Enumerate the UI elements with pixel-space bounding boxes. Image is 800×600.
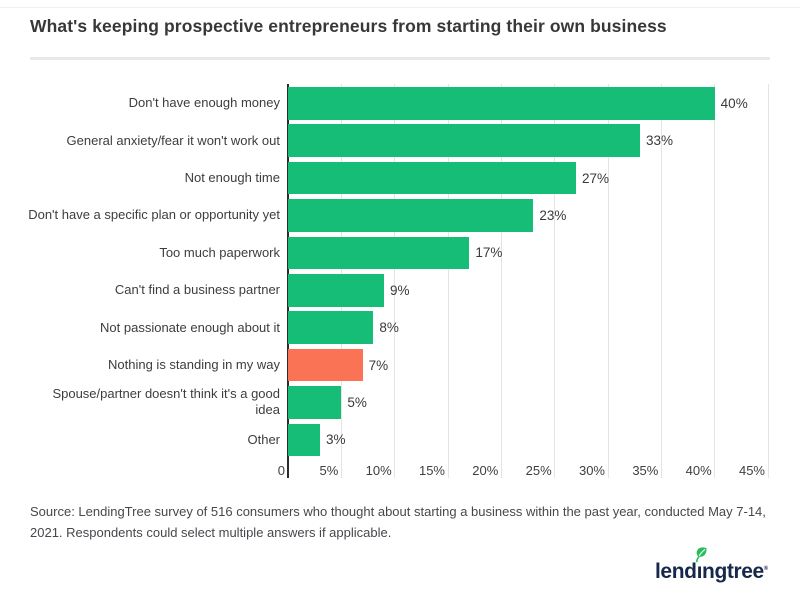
bar-highlighted — [288, 348, 363, 382]
value-label: 7% — [368, 357, 389, 373]
top-border — [0, 7, 800, 8]
bar — [288, 386, 342, 419]
category-label: General anxiety/fear it won't work out — [66, 132, 280, 148]
category-label: Not passionate enough about it — [100, 319, 280, 335]
y-axis-line — [286, 84, 289, 478]
logo-wordmark: lendı ngtree® — [655, 547, 769, 583]
gridline — [714, 84, 716, 478]
value-label: 3% — [326, 432, 346, 448]
bar-row: Not passionate enough about it 8% — [0, 311, 800, 344]
bar-row: Spouse/partner doesn't think it's a good… — [0, 386, 800, 419]
bar-row: Other 3% — [0, 423, 800, 457]
lendingtree-logo: lendı ngtree® — [655, 547, 769, 586]
category-label: Can't find a business partner — [114, 282, 280, 298]
x-tick-label: 10% — [365, 463, 392, 478]
x-tick-label: 20% — [472, 463, 499, 478]
value-label: 17% — [475, 245, 503, 261]
category-label: Too much paperwork — [159, 244, 280, 260]
bar-row: Don't have enough money 40% — [0, 87, 800, 120]
value-label: 27% — [582, 170, 610, 186]
title-divider — [30, 57, 770, 60]
gridline — [447, 84, 449, 478]
registered-mark: ® — [763, 566, 769, 572]
x-tick-label: 0 — [277, 463, 285, 478]
bar-row: Too much paperwork 17% — [0, 236, 800, 270]
category-label: Not enough time — [184, 170, 280, 186]
x-tick-label: 5% — [319, 463, 339, 478]
page-title: What's keeping prospective entrepreneurs… — [30, 16, 667, 36]
category-label: Other — [247, 431, 280, 447]
gridline — [607, 84, 609, 478]
bar-row: Not enough time 27% — [0, 161, 800, 195]
category-label: Don't have enough money — [128, 95, 280, 111]
value-label: 9% — [390, 282, 410, 298]
bar-row: Don't have a specific plan or opportunit… — [0, 199, 800, 232]
x-tick-label: 45% — [738, 463, 765, 478]
bar — [288, 274, 384, 307]
gridline — [394, 84, 396, 478]
x-tick-label: 35% — [632, 463, 659, 478]
bar-chart: 0 5% 10% 15% 20% 25% 30% 35% 40% 45% Don't have en… — [0, 84, 800, 480]
x-tick-label: 25% — [525, 463, 552, 478]
bar — [288, 311, 374, 344]
source-note: Source: LendingTree survey of 516 consum… — [30, 504, 766, 540]
bar — [288, 236, 470, 270]
category-label: Nothing is standing in my way — [108, 357, 280, 373]
leaf-icon — [695, 547, 707, 563]
bar — [288, 423, 320, 457]
value-label: 40% — [720, 95, 748, 111]
gridline — [767, 84, 769, 478]
bar — [288, 124, 640, 157]
x-tick-label: 15% — [418, 463, 445, 478]
value-label: 8% — [379, 320, 399, 336]
category-label: Don't have a specific plan or opportunit… — [28, 207, 280, 223]
bar — [288, 199, 534, 232]
x-tick-label: 30% — [578, 463, 605, 478]
value-label: 5% — [347, 394, 367, 410]
gridline — [500, 84, 502, 478]
bar — [288, 87, 715, 120]
value-label: 23% — [539, 207, 567, 223]
gridline — [554, 84, 556, 478]
gridline — [660, 84, 662, 478]
value-label: 33% — [646, 133, 674, 149]
category-label: Spouse/partner doesn't think it's a good… — [52, 386, 280, 418]
bar-row: General anxiety/fear it won't work out 33… — [0, 124, 800, 157]
x-tick-label: 40% — [685, 463, 712, 478]
bar-row: Nothing is standing in my way 7% — [0, 348, 800, 382]
bar — [288, 161, 576, 195]
bar-row: Can't find a business partner 9% — [0, 274, 800, 307]
